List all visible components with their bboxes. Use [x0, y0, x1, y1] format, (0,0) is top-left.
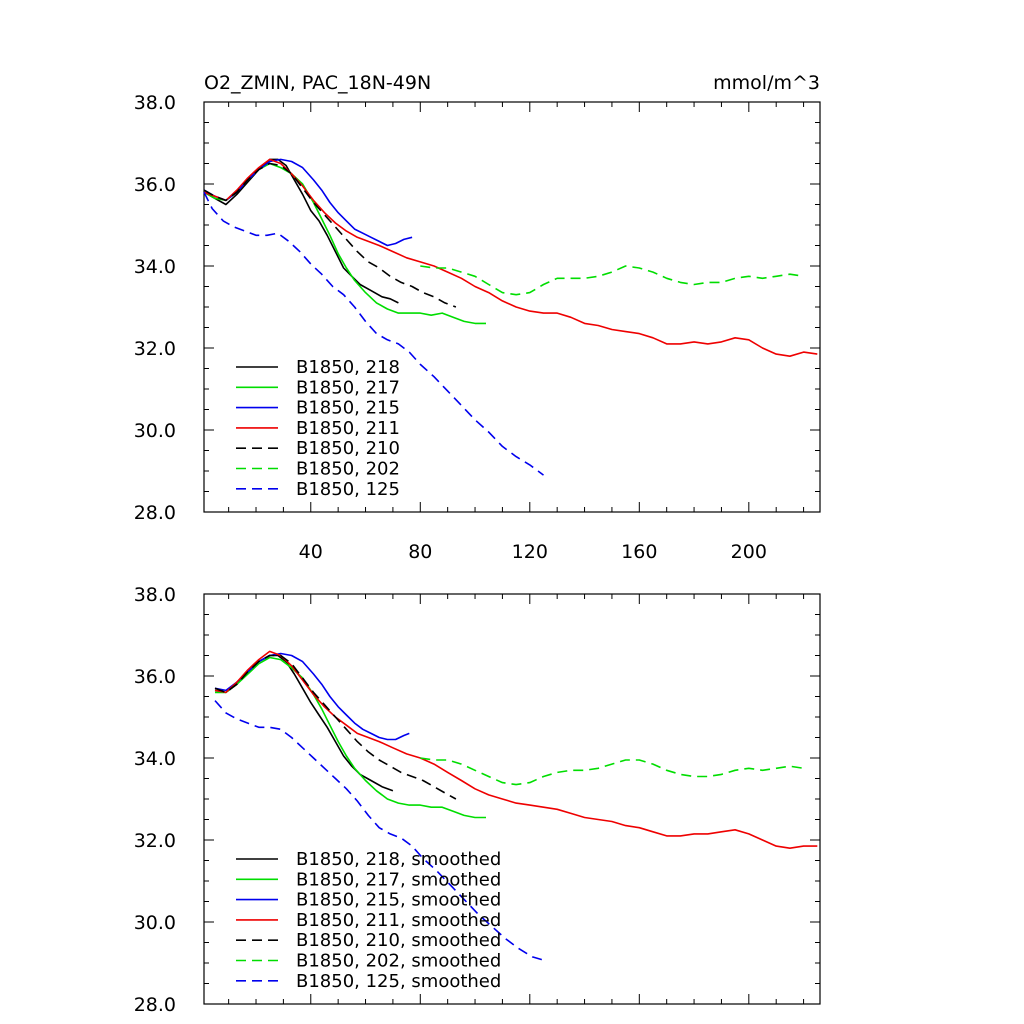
legend-label: B1850, 125, smoothed — [296, 971, 501, 992]
y-tick-label: 28.0 — [134, 994, 176, 1016]
y-tick-label: 34.0 — [134, 748, 176, 770]
top-panel: 28.0 30.0 32.0 34.0 36.0 38.0 40 80 120 160 200 B18… — [134, 92, 821, 563]
legend-label: B1850, 217, smoothed — [296, 869, 501, 890]
legend-label: B1850, 217 — [296, 377, 400, 398]
legend-label: B1850, 211, smoothed — [296, 910, 501, 931]
y-tick-label: 30.0 — [134, 420, 176, 442]
series-line — [214, 650, 818, 849]
series-line — [203, 158, 818, 357]
x-tick-label: 80 — [408, 541, 432, 563]
legend-label: B1850, 215 — [296, 398, 400, 419]
legend-label: B1850, 202 — [296, 459, 400, 480]
y-tick-label: 30.0 — [134, 912, 176, 934]
units-label: mmol/m^3 — [713, 72, 820, 94]
y-tick-label: 32.0 — [134, 338, 176, 360]
series-line — [203, 162, 457, 308]
legend-label: B1850, 211 — [296, 418, 400, 439]
series-line — [203, 158, 399, 304]
bottom-panel: 28.0 30.0 32.0 34.0 36.0 38.0 B1850, 218, smoo… — [134, 584, 821, 1016]
x-tick-label: 40 — [299, 541, 323, 563]
y-tick-label: 32.0 — [134, 830, 176, 852]
series-line — [214, 700, 547, 962]
y-tick-label: 38.0 — [134, 92, 176, 114]
legend-label: B1850, 125 — [296, 479, 400, 500]
y-tick-label: 36.0 — [134, 174, 176, 196]
series-line — [203, 191, 544, 476]
series-line — [215, 656, 486, 819]
series-line — [420, 265, 804, 296]
y-tick-label: 36.0 — [134, 666, 176, 688]
legend-label: B1850, 210, smoothed — [296, 930, 501, 951]
legend-label: B1850, 215, smoothed — [296, 890, 501, 911]
y-tick-label: 38.0 — [134, 584, 176, 606]
legend-label: B1850, 218 — [296, 357, 400, 378]
series-line — [420, 757, 804, 786]
legend-label: B1850, 202, smoothed — [296, 951, 501, 972]
x-tick-label: 120 — [512, 541, 548, 563]
chart-title: O2_ZMIN, PAC_18N-49N — [204, 72, 431, 94]
y-tick-label: 28.0 — [134, 502, 176, 524]
x-tick-label: 200 — [731, 541, 767, 563]
legend-label: B1850, 218, smoothed — [296, 849, 501, 870]
legend-label: B1850, 210 — [296, 438, 400, 459]
series-line — [214, 654, 457, 800]
x-tick-label: 160 — [621, 541, 657, 563]
y-tick-label: 34.0 — [134, 256, 176, 278]
